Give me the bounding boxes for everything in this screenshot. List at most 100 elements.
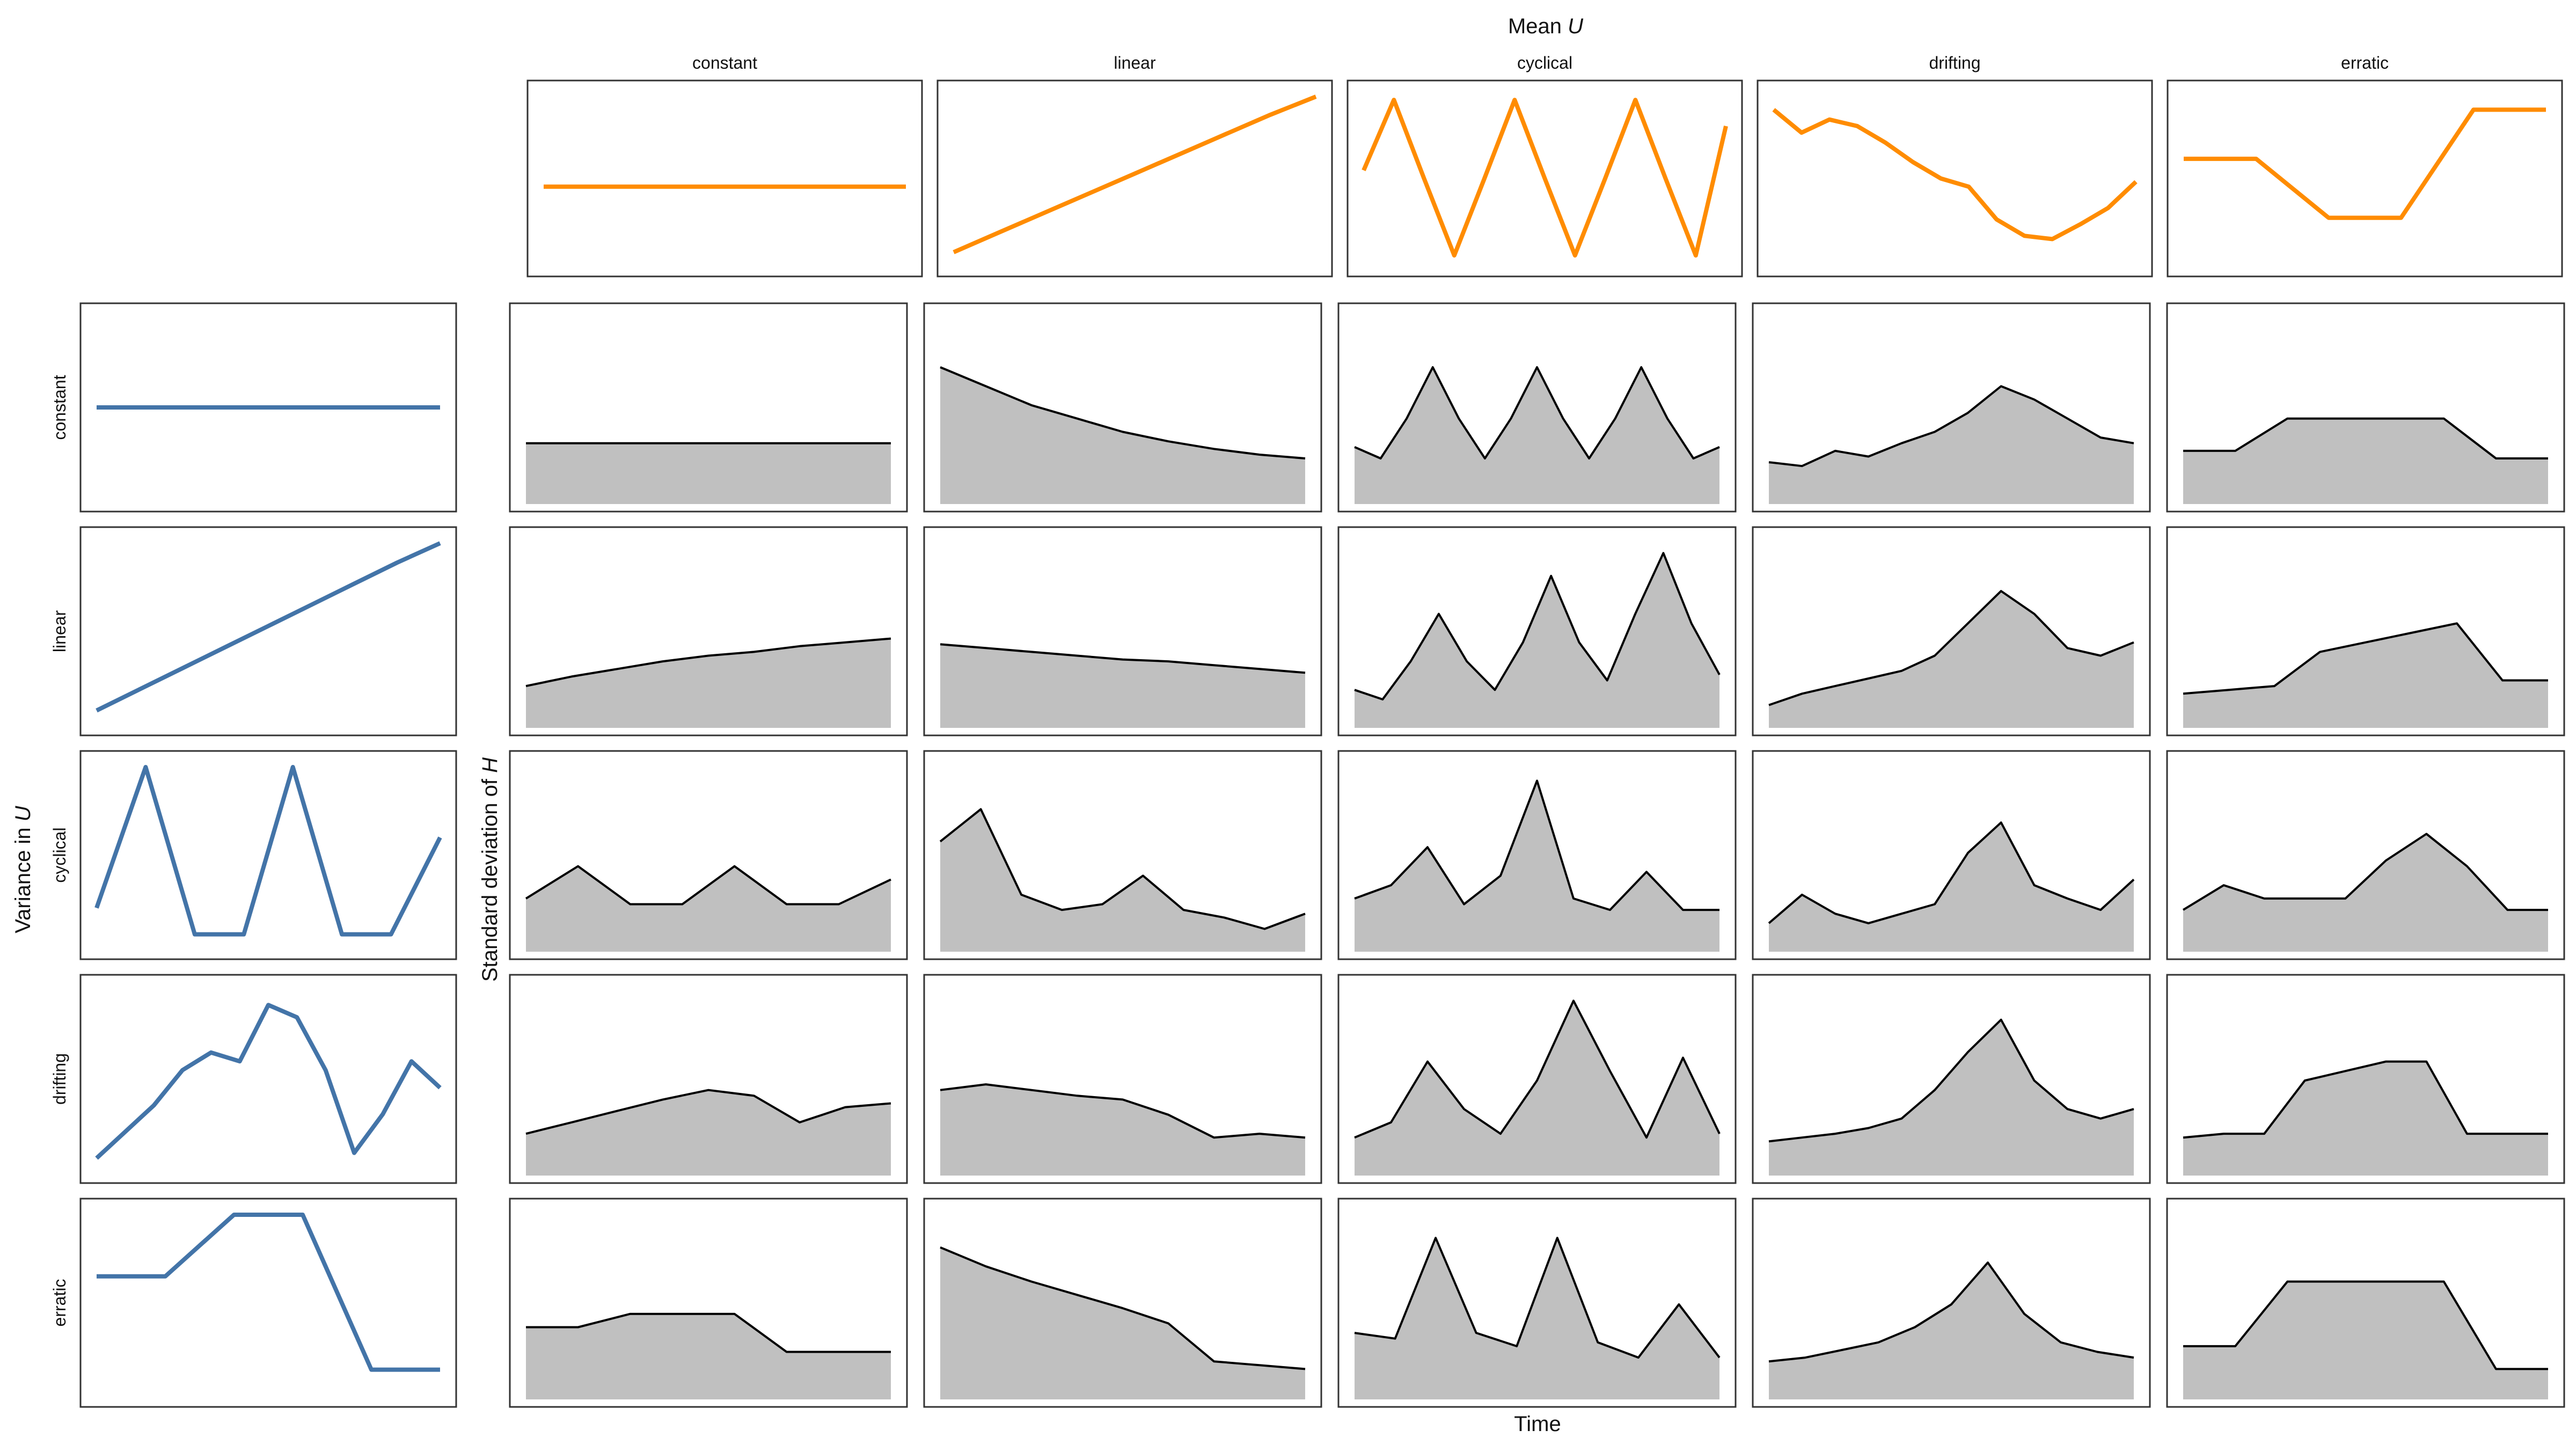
sd-area xyxy=(940,367,1305,504)
column-label: constant xyxy=(692,53,757,72)
sd-panel-frame xyxy=(923,974,1322,1184)
column-label: linear xyxy=(1114,53,1156,72)
sd-area xyxy=(2183,418,2548,504)
sd-panel-frame xyxy=(509,974,908,1184)
sd-line xyxy=(939,808,1306,930)
row-label: erratic xyxy=(50,1279,69,1327)
sd-panel-frame xyxy=(923,526,1322,736)
sd-line xyxy=(526,1312,891,1353)
sd-area xyxy=(1769,1019,2134,1176)
sd-line xyxy=(1768,821,2135,924)
variance-series-line xyxy=(96,541,441,713)
variance-panel-frame xyxy=(79,302,457,513)
sd-area xyxy=(1769,822,2134,952)
sd-line xyxy=(1768,385,2134,468)
sd-area xyxy=(2183,1281,2548,1399)
sd-panel-frame xyxy=(2166,526,2565,736)
sd-area xyxy=(526,1090,891,1176)
sd-panel-frame xyxy=(509,1198,908,1408)
sd-area xyxy=(940,809,1305,952)
sd-panel-frame xyxy=(1337,302,1737,513)
sd-line xyxy=(1354,366,1720,459)
mean-series-line xyxy=(953,94,1317,254)
sd-panel-frame xyxy=(1337,526,1737,736)
sd-line xyxy=(940,366,1306,459)
sd-line xyxy=(2182,833,2548,911)
row-label: linear xyxy=(50,610,69,653)
sd-line xyxy=(1768,1018,2134,1143)
sd-line xyxy=(525,865,891,906)
sd-line xyxy=(2183,1280,2548,1370)
sd-line xyxy=(525,1089,891,1135)
sd-panel-frame xyxy=(1752,974,2151,1184)
mean-panel-frame xyxy=(936,79,1333,278)
sd-panel-frame xyxy=(509,302,908,513)
sd-area xyxy=(1355,780,1719,952)
sd-area xyxy=(2183,834,2548,952)
sd-panel-frame xyxy=(923,750,1322,960)
sd-panel-frame xyxy=(2166,974,2565,1184)
sd-area xyxy=(940,644,1305,728)
variance-u-title: Variance in U xyxy=(11,805,35,933)
sd-area xyxy=(940,1084,1305,1176)
sd-panel-frame xyxy=(1752,302,2151,513)
sd-panel-frame xyxy=(2166,1198,2565,1408)
sd-area xyxy=(1355,1001,1719,1176)
column-label: erratic xyxy=(2341,53,2389,72)
sd-panel-frame xyxy=(2166,302,2565,513)
mean-series-line xyxy=(1362,98,1728,258)
variance-panel-frame xyxy=(79,1198,457,1408)
row-label: cyclical xyxy=(50,827,69,882)
sd-area xyxy=(1769,386,2134,504)
sd-area xyxy=(1355,367,1719,504)
sd-panel-frame xyxy=(1337,1198,1737,1408)
sd-area xyxy=(2183,623,2548,728)
sd-line xyxy=(1354,999,1721,1139)
sd-panel-frame xyxy=(2166,750,2565,960)
mean-panel-frame xyxy=(1757,79,2153,278)
row-label: constant xyxy=(50,375,69,440)
sd-area xyxy=(1769,1263,2134,1399)
sd-line xyxy=(1768,590,2134,706)
sd-area xyxy=(526,1314,891,1399)
panels: constant linear cyclical drifting erratic con… xyxy=(50,53,2565,1408)
sd-panel-frame xyxy=(923,302,1322,513)
sd-line xyxy=(1354,552,1721,701)
sd-panel-frame xyxy=(1752,750,2151,960)
row-label: drifting xyxy=(50,1053,69,1105)
sd-line xyxy=(2183,1060,2548,1139)
column-label: cyclical xyxy=(1517,53,1572,72)
sd-panel-frame xyxy=(1337,974,1737,1184)
column-label: drifting xyxy=(1929,53,1980,72)
sd-line xyxy=(525,637,891,688)
sd-panel-frame xyxy=(509,750,908,960)
sd-area xyxy=(1769,591,2134,728)
sd-panel-frame xyxy=(1752,526,2151,736)
sd-area xyxy=(1355,553,1719,728)
sd-area xyxy=(2183,1061,2548,1176)
sd-line xyxy=(940,643,1306,674)
sd-line xyxy=(2183,622,2548,695)
sd-line xyxy=(1354,779,1719,911)
sd-panel-frame xyxy=(509,526,908,736)
sd-line xyxy=(940,1083,1306,1139)
variance-panel-frame xyxy=(79,750,457,960)
sd-panel-frame xyxy=(923,1198,1322,1408)
variance-panel-frame xyxy=(79,526,457,736)
sd-line xyxy=(1354,1237,1721,1359)
variance-series-line xyxy=(95,1003,442,1160)
variance-panel-frame xyxy=(79,974,457,1184)
sd-area xyxy=(526,638,891,728)
mean-panel-frame xyxy=(526,79,923,278)
variance-series-line xyxy=(97,1213,440,1372)
sd-line xyxy=(2183,417,2548,459)
sd-panel-frame xyxy=(1337,750,1737,960)
mean-series-line xyxy=(1772,108,2138,242)
time-label: Time xyxy=(1514,1412,1561,1436)
variance-series-line xyxy=(94,765,442,937)
mean-panel-frame xyxy=(2167,79,2563,278)
sd-area xyxy=(1355,1238,1719,1399)
mean-panel-frame xyxy=(1346,79,1743,278)
